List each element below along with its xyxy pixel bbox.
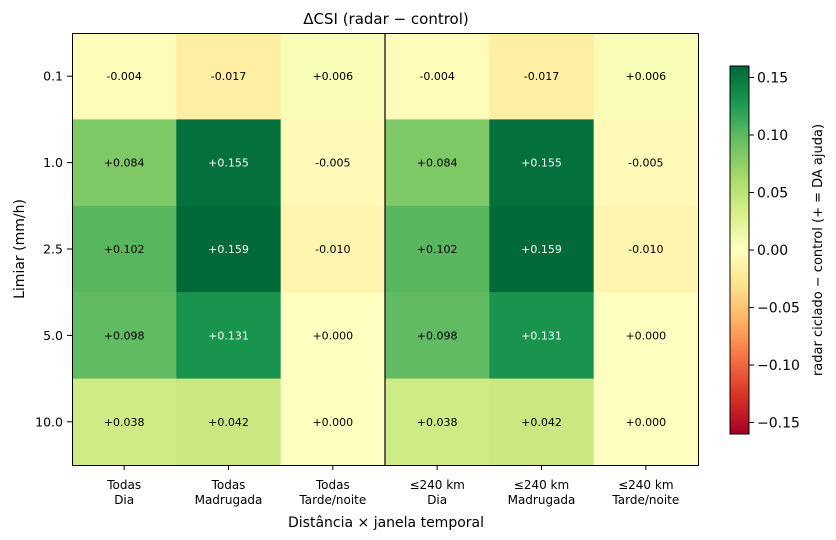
cell-value-label: -0.005 xyxy=(315,157,350,170)
cell-value-label: +0.159 xyxy=(208,243,249,256)
heatmap-cell xyxy=(593,33,699,120)
heatmap-cell xyxy=(176,205,282,293)
colorbar-tick-label: 0.15 xyxy=(757,71,788,87)
heatmap-cells xyxy=(72,33,699,466)
x-axis-ticks: TodasDiaTodasMadrugadaTodasTarde/noite≤2… xyxy=(106,465,679,507)
heatmap-cell xyxy=(176,292,282,380)
heatmap-cell xyxy=(280,292,386,380)
cell-value-label: +0.038 xyxy=(104,416,145,429)
colorbar-tick-label: −0.15 xyxy=(757,416,800,432)
heatmap-cell xyxy=(489,378,595,466)
colorbar-label: radar ciclado − control (+ = DA ajuda) xyxy=(811,124,826,376)
heatmap-cell xyxy=(385,205,490,293)
heatmap-cell xyxy=(489,205,595,293)
cell-value-label: +0.084 xyxy=(104,157,145,170)
cell-value-label: +0.131 xyxy=(521,329,562,342)
x-tick-label-line2: Tarde/noite xyxy=(298,493,366,507)
heatmap-cell xyxy=(72,119,177,207)
heatmap-cell xyxy=(593,378,699,466)
y-tick-label: 10.0 xyxy=(35,414,63,429)
x-tick-label-line2: Madrugada xyxy=(508,493,576,507)
cell-value-label: +0.006 xyxy=(625,70,666,83)
chart-title: ΔCSI (radar − control) xyxy=(303,10,469,28)
cell-value-label: +0.000 xyxy=(312,329,353,342)
cell-value-label: -0.010 xyxy=(628,243,663,256)
heatmap-cell xyxy=(593,292,699,380)
cell-value-label: -0.005 xyxy=(628,157,663,170)
heatmap-cell xyxy=(280,33,386,120)
heatmap-cell xyxy=(280,119,386,207)
colorbar-tick-label: 0.05 xyxy=(757,186,788,202)
x-tick-label-line1: ≤240 km xyxy=(409,478,464,492)
y-tick-label: 0.1 xyxy=(43,69,63,84)
heatmap-cell xyxy=(593,119,699,207)
cell-value-label: +0.102 xyxy=(417,243,458,256)
colorbar-tick-label: 0.00 xyxy=(757,243,788,259)
cell-value-label: -0.017 xyxy=(211,70,246,83)
heatmap-cell xyxy=(280,378,386,466)
heatmap-cell xyxy=(176,119,282,207)
x-tick-label-line1: Todas xyxy=(211,478,246,492)
colorbar: 0.15 0.10 0.05 0.00 −0.05 −0.10 −0.15 xyxy=(729,65,800,435)
heatmap-cell xyxy=(385,33,490,120)
y-tick-label: 2.5 xyxy=(43,242,63,257)
colorbar-gradient xyxy=(729,65,750,435)
heatmap-cell xyxy=(72,33,177,120)
heatmap-cell-labels: -0.004 -0.017 +0.006 -0.004 -0.017 +0.006 +0.0… xyxy=(104,70,666,429)
heatmap-cell xyxy=(176,378,282,466)
cell-value-label: -0.004 xyxy=(419,70,454,83)
cell-value-label: -0.004 xyxy=(106,70,141,83)
x-tick-label-line2: Madrugada xyxy=(195,493,263,507)
cell-value-label: +0.159 xyxy=(521,243,562,256)
heatmap-cell xyxy=(72,378,177,466)
heatmap-cell xyxy=(385,292,490,380)
colorbar-tick-label: 0.10 xyxy=(757,128,788,144)
x-tick-label-line2: Dia xyxy=(114,493,134,507)
colorbar-tick-label: −0.10 xyxy=(757,358,800,374)
cell-value-label: +0.042 xyxy=(208,416,249,429)
heatmap-cell xyxy=(385,119,490,207)
x-tick-label-line2: Tarde/noite xyxy=(611,493,679,507)
colorbar-tick-label: −0.05 xyxy=(757,301,800,317)
x-tick-label-line1: Todas xyxy=(106,478,141,492)
x-tick-label-line1: Todas xyxy=(315,478,350,492)
y-tick-label: 1.0 xyxy=(43,155,63,170)
heatmap-cell xyxy=(489,119,595,207)
x-tick-label-line1: ≤240 km xyxy=(618,478,673,492)
cell-value-label: -0.017 xyxy=(524,70,559,83)
y-axis-ticks: 0.1 1.0 2.5 5.0 10.0 xyxy=(35,69,72,429)
cell-value-label: +0.038 xyxy=(417,416,458,429)
cell-value-label: +0.102 xyxy=(104,243,145,256)
heatmap-cell xyxy=(489,292,595,380)
cell-value-label: +0.000 xyxy=(625,416,666,429)
heatmap-cell xyxy=(489,33,595,120)
heatmap-cell xyxy=(593,205,699,293)
y-axis-label: Limiar (mm/h) xyxy=(12,199,28,299)
cell-value-label: +0.131 xyxy=(208,329,249,342)
x-tick-label-line1: ≤240 km xyxy=(514,478,569,492)
cell-value-label: +0.000 xyxy=(625,329,666,342)
x-axis-label: Distância × janela temporal xyxy=(288,515,484,531)
x-tick-label-line2: Dia xyxy=(427,493,447,507)
heatmap-cell xyxy=(72,292,177,380)
cell-value-label: +0.000 xyxy=(312,416,353,429)
cell-value-label: +0.084 xyxy=(417,157,458,170)
heatmap-cell xyxy=(385,378,490,466)
cell-value-label: +0.155 xyxy=(521,157,562,170)
cell-value-label: +0.042 xyxy=(521,416,562,429)
cell-value-label: -0.010 xyxy=(315,243,350,256)
heatmap-cell xyxy=(280,205,386,293)
heatmap-cell xyxy=(72,205,177,293)
y-tick-label: 5.0 xyxy=(43,328,63,343)
heatmap-cell xyxy=(176,33,282,120)
cell-value-label: +0.098 xyxy=(104,329,145,342)
cell-value-label: +0.006 xyxy=(312,70,353,83)
cell-value-label: +0.098 xyxy=(417,329,458,342)
cell-value-label: +0.155 xyxy=(208,157,249,170)
